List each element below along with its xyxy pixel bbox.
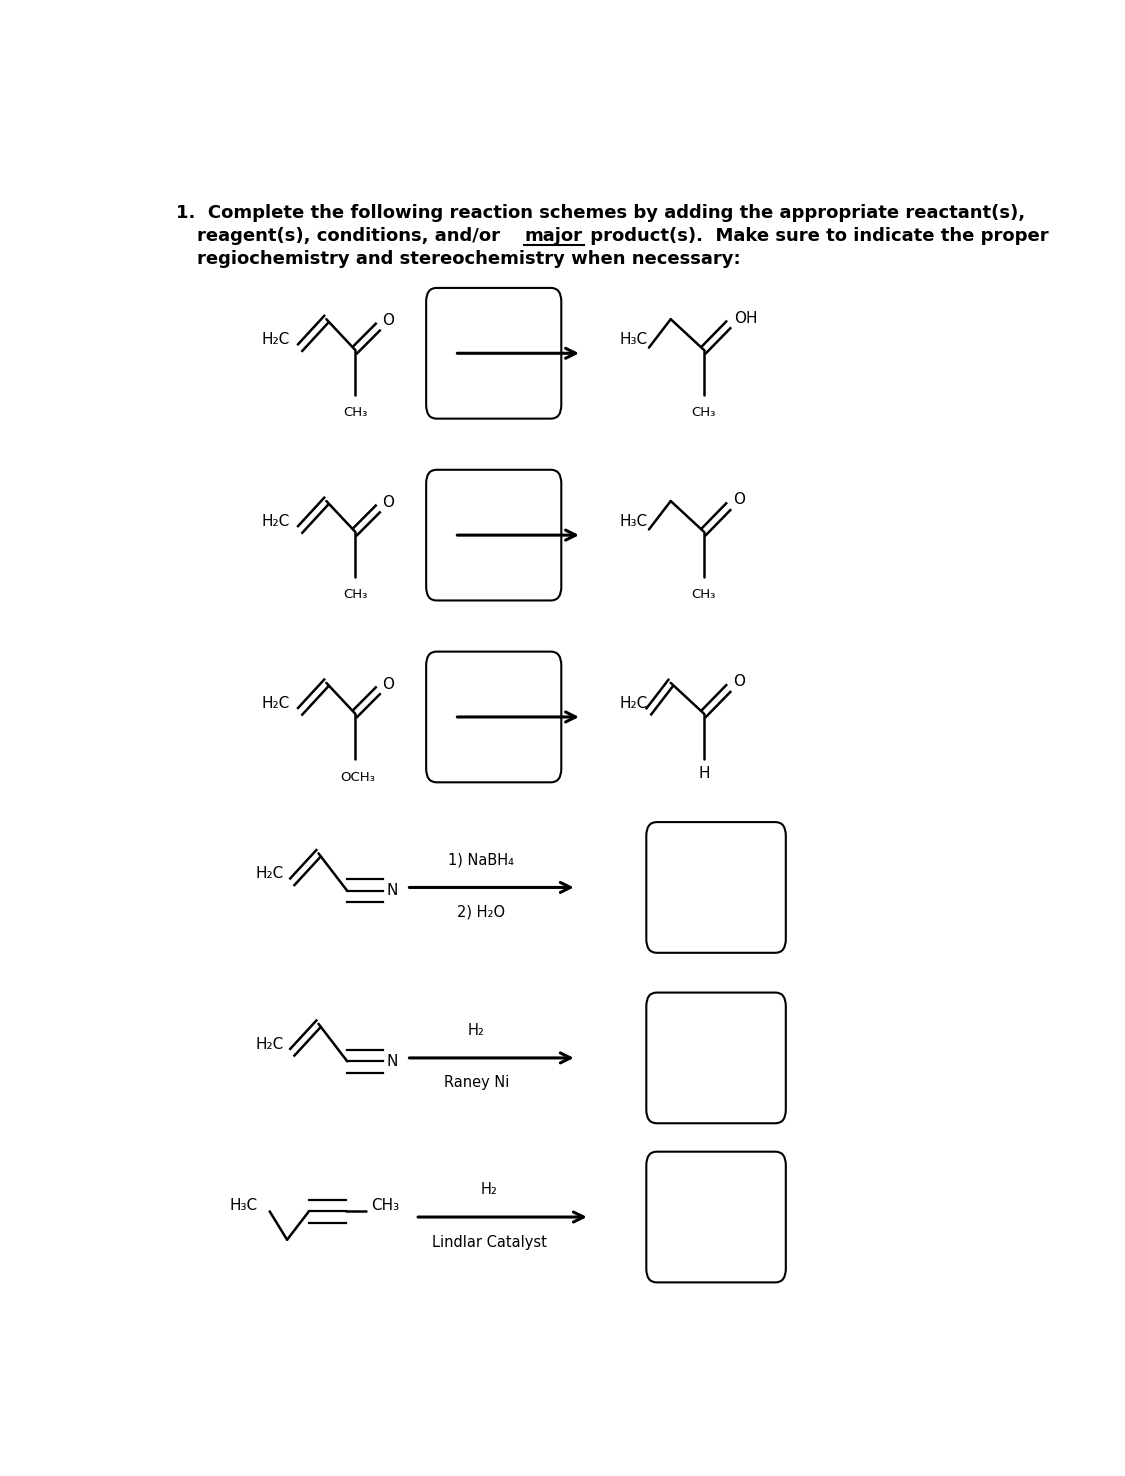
FancyBboxPatch shape	[646, 1151, 786, 1283]
Text: OCH₃: OCH₃	[340, 770, 375, 784]
Text: CH₃: CH₃	[692, 587, 716, 601]
Text: CH₃: CH₃	[371, 1199, 399, 1213]
FancyBboxPatch shape	[426, 288, 561, 419]
FancyBboxPatch shape	[646, 822, 786, 953]
Text: Raney Ni: Raney Ni	[443, 1076, 508, 1091]
Text: H₃C: H₃C	[619, 332, 647, 347]
Text: H₂: H₂	[468, 1023, 485, 1038]
Text: H₂C: H₂C	[255, 866, 284, 881]
Text: O: O	[382, 313, 394, 328]
FancyBboxPatch shape	[426, 469, 561, 601]
Text: H₂C: H₂C	[262, 695, 290, 711]
Text: H₂C: H₂C	[255, 1036, 284, 1052]
Text: N: N	[386, 1054, 397, 1069]
Text: product(s).  Make sure to indicate the proper: product(s). Make sure to indicate the pr…	[584, 227, 1048, 245]
Text: 2) H₂O: 2) H₂O	[457, 905, 505, 920]
Text: reagent(s), conditions, and/or: reagent(s), conditions, and/or	[197, 227, 506, 245]
Text: Lindlar Catalyst: Lindlar Catalyst	[432, 1234, 547, 1250]
Text: N: N	[386, 883, 397, 899]
Text: major: major	[524, 227, 583, 245]
Text: H₂C: H₂C	[262, 514, 290, 528]
Text: CH₃: CH₃	[343, 587, 367, 601]
FancyBboxPatch shape	[646, 992, 786, 1123]
Text: O: O	[382, 494, 394, 509]
Text: H₃C: H₃C	[229, 1199, 258, 1213]
Text: O: O	[382, 676, 394, 692]
Text: CH₃: CH₃	[692, 406, 716, 419]
Text: H₃C: H₃C	[619, 514, 647, 528]
Text: 1) NaBH₄: 1) NaBH₄	[448, 853, 514, 868]
Text: H: H	[699, 766, 710, 781]
Text: O: O	[732, 675, 745, 689]
Text: H₂C: H₂C	[619, 695, 647, 711]
Text: regiochemistry and stereochemistry when necessary:: regiochemistry and stereochemistry when …	[197, 249, 741, 269]
Text: 1.  Complete the following reaction schemes by adding the appropriate reactant(s: 1. Complete the following reaction schem…	[176, 205, 1025, 223]
Text: O: O	[732, 493, 745, 508]
FancyBboxPatch shape	[426, 651, 561, 782]
Text: H₂C: H₂C	[262, 332, 290, 347]
Text: OH: OH	[734, 310, 757, 326]
Text: H₂: H₂	[482, 1182, 497, 1197]
Text: CH₃: CH₃	[343, 406, 367, 419]
